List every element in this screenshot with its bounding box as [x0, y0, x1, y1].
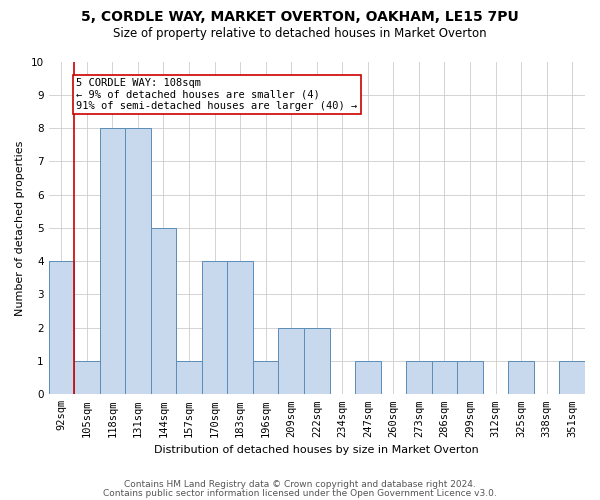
- Bar: [432, 361, 457, 394]
- Bar: [559, 361, 585, 394]
- Text: 5 CORDLE WAY: 108sqm
← 9% of detached houses are smaller (4)
91% of semi-detache: 5 CORDLE WAY: 108sqm ← 9% of detached ho…: [76, 78, 358, 112]
- Bar: [125, 128, 151, 394]
- Bar: [355, 361, 380, 394]
- Bar: [176, 361, 202, 394]
- Bar: [457, 361, 483, 394]
- Text: Contains public sector information licensed under the Open Government Licence v3: Contains public sector information licen…: [103, 488, 497, 498]
- Text: 5, CORDLE WAY, MARKET OVERTON, OAKHAM, LE15 7PU: 5, CORDLE WAY, MARKET OVERTON, OAKHAM, L…: [81, 10, 519, 24]
- Text: Contains HM Land Registry data © Crown copyright and database right 2024.: Contains HM Land Registry data © Crown c…: [124, 480, 476, 489]
- Bar: [278, 328, 304, 394]
- Bar: [508, 361, 534, 394]
- Bar: [100, 128, 125, 394]
- Y-axis label: Number of detached properties: Number of detached properties: [15, 140, 25, 316]
- Bar: [304, 328, 329, 394]
- Bar: [49, 261, 74, 394]
- Bar: [253, 361, 278, 394]
- Bar: [227, 261, 253, 394]
- Text: Size of property relative to detached houses in Market Overton: Size of property relative to detached ho…: [113, 28, 487, 40]
- X-axis label: Distribution of detached houses by size in Market Overton: Distribution of detached houses by size …: [154, 445, 479, 455]
- Bar: [151, 228, 176, 394]
- Bar: [406, 361, 432, 394]
- Bar: [202, 261, 227, 394]
- Bar: [74, 361, 100, 394]
